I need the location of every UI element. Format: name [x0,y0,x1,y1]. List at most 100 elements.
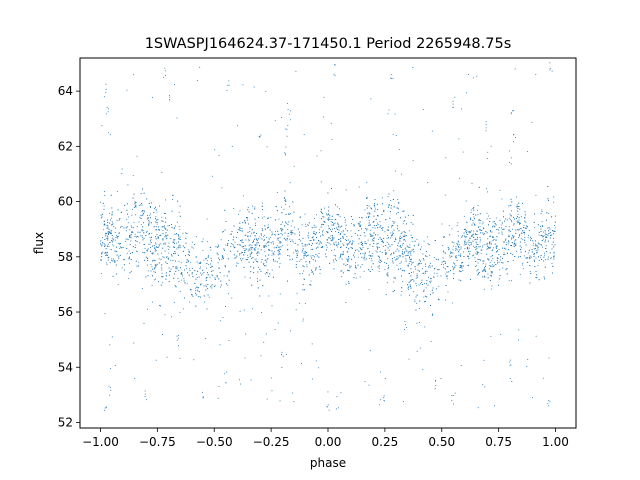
data-point [510,163,512,165]
data-point [318,239,320,241]
data-point [482,245,484,247]
data-point [477,274,479,276]
data-point [100,240,102,242]
data-point [453,267,455,269]
data-point [320,242,322,244]
data-point [410,234,412,236]
data-point [451,302,453,304]
chart-title: 1SWASPJ164624.37-171450.1 Period 2265948… [145,36,512,52]
data-point [404,247,406,249]
data-point [450,251,452,253]
data-point [161,272,163,274]
data-point [551,70,553,72]
data-point [404,329,405,330]
data-point [364,259,366,261]
data-point [261,205,263,207]
data-point [154,242,156,244]
data-point [518,237,519,239]
data-point [319,269,321,271]
data-point [459,265,461,267]
data-point [217,262,219,264]
data-point [455,257,457,259]
data-point [327,219,329,221]
data-point [151,245,153,247]
data-point [160,284,162,286]
data-point [422,258,424,260]
data-point [542,246,543,248]
data-point [386,282,388,284]
data-point [192,276,194,277]
data-point [473,245,474,247]
data-point [148,220,150,222]
data-point [237,229,239,230]
data-point [159,234,161,236]
data-point [326,213,328,215]
data-point [105,83,107,85]
data-point [410,264,412,266]
data-point [195,256,197,258]
data-point [127,213,128,215]
data-point [302,250,303,252]
data-point [493,265,495,267]
data-point [100,214,102,216]
data-point [129,256,130,258]
data-point [151,236,152,238]
data-point [142,239,144,241]
data-point [390,77,392,79]
data-point [460,253,462,255]
data-point [486,253,488,255]
data-point [388,243,390,245]
data-point [241,252,242,254]
data-point [372,240,374,242]
data-point [134,205,136,207]
data-point [376,247,378,249]
data-point [169,99,171,101]
data-point [476,75,478,77]
data-point [299,217,301,218]
data-point [387,226,389,228]
data-point [108,256,110,258]
data-point [264,234,266,236]
data-point [316,242,318,244]
data-point [497,250,499,252]
data-point [495,246,497,248]
data-point [509,235,511,237]
data-point [312,271,314,273]
data-point [458,279,460,281]
data-point [135,206,137,208]
data-point [117,235,119,237]
data-point [173,246,175,248]
data-point [248,248,250,250]
data-point [336,396,338,398]
data-point [407,287,409,289]
data-point [236,262,238,264]
data-point [254,206,256,208]
data-point [494,405,495,407]
data-point [395,134,397,136]
data-point [289,110,291,112]
data-point [279,400,281,402]
data-point [241,239,243,241]
data-point [185,242,187,244]
data-point [342,237,344,239]
data-point [191,273,193,275]
data-point [258,238,260,240]
data-point [510,157,512,159]
data-point [162,256,164,258]
data-point [133,74,135,76]
data-point [176,221,178,223]
data-point [277,254,279,256]
data-point [313,239,315,241]
data-point [164,70,166,72]
data-point [514,68,516,70]
data-point [202,269,204,271]
data-point [348,243,350,245]
data-point [548,400,550,402]
data-point [338,257,340,259]
data-point [110,249,112,251]
data-point [514,256,516,257]
data-point [408,256,410,258]
data-point [365,229,367,231]
data-point [420,263,422,264]
data-point [209,263,211,265]
